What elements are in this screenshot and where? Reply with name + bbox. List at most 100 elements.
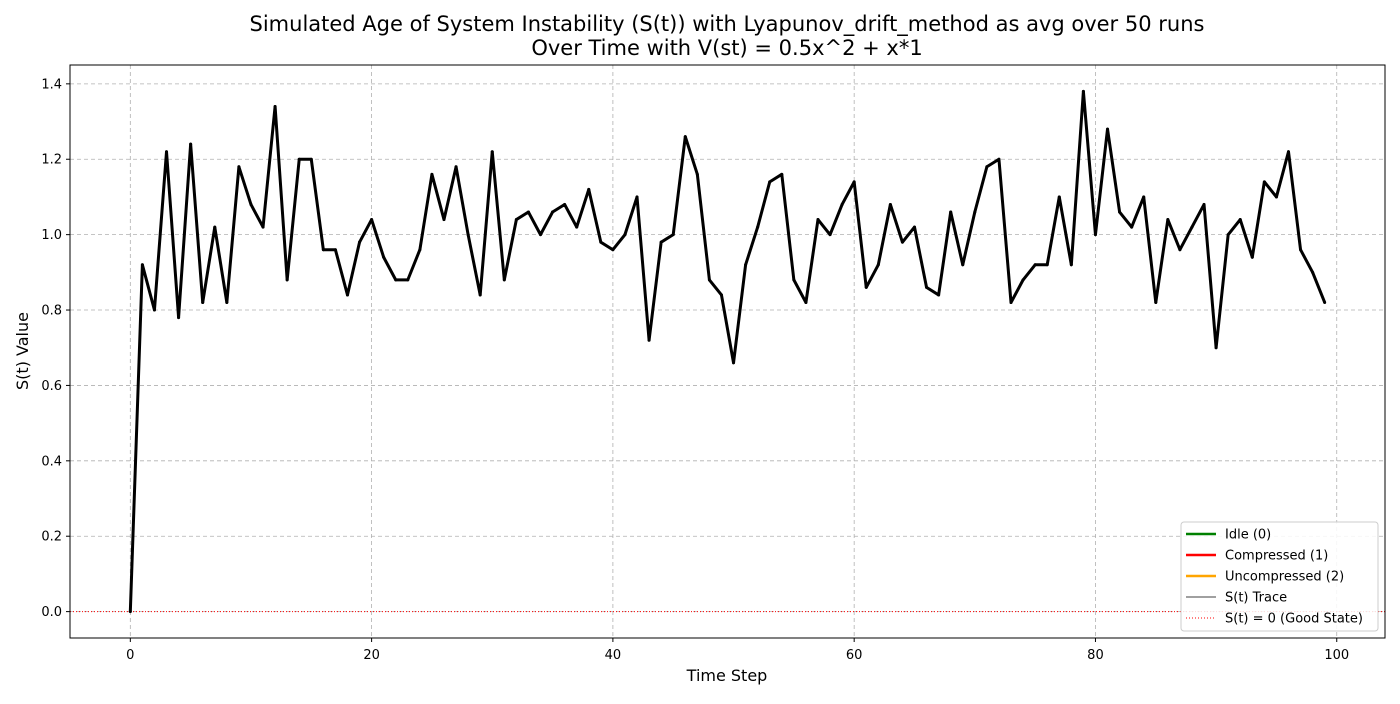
data-point <box>309 157 313 161</box>
data-point <box>1311 270 1315 274</box>
data-point <box>1299 248 1303 252</box>
y-tick-label: 0.4 <box>41 454 62 469</box>
data-point <box>189 142 193 146</box>
data-point <box>659 240 663 244</box>
data-point <box>780 172 784 176</box>
x-tick-label: 100 <box>1324 648 1349 663</box>
legend-box <box>1180 521 1379 632</box>
data-point <box>1118 210 1122 214</box>
y-axis-ticks: 0.0 0.2 0.4 0.6 0.8 1.0 1.2 1.4 <box>41 77 70 620</box>
data-point <box>840 202 844 206</box>
data-point <box>997 157 1001 161</box>
data-point <box>321 248 325 252</box>
x-axis-label: Time Step <box>686 666 768 685</box>
x-tick-label: 40 <box>605 648 622 663</box>
series-line-st-trace <box>128 89 1327 612</box>
data-point <box>514 218 518 222</box>
data-point <box>949 210 953 214</box>
legend-label: Idle (0) <box>1225 528 1271 543</box>
data-point <box>165 150 169 154</box>
data-point <box>526 210 530 214</box>
data-point <box>876 263 880 267</box>
data-point <box>925 285 929 289</box>
data-point <box>128 610 132 614</box>
data-point <box>828 233 832 237</box>
data-point <box>635 195 639 199</box>
x-tick-label: 20 <box>363 648 380 663</box>
data-point <box>852 180 856 184</box>
data-point <box>1045 263 1049 267</box>
plot-area-frame <box>69 64 1386 639</box>
y-tick-label: 0.2 <box>41 530 62 545</box>
data-point <box>1250 255 1254 259</box>
y-tick-label: 1.4 <box>41 77 62 92</box>
data-point <box>466 233 470 237</box>
data-point <box>1274 195 1278 199</box>
data-point <box>937 293 941 297</box>
data-point <box>732 361 736 365</box>
data-point <box>1009 300 1013 304</box>
data-point <box>792 278 796 282</box>
data-point <box>201 300 205 304</box>
data-point <box>1106 127 1110 131</box>
y-tick-label: 0.0 <box>41 605 62 620</box>
chart-title-line-2: Over Time with V(st) = 0.5x^2 + x*1 <box>531 36 922 60</box>
data-point <box>1021 278 1025 282</box>
data-point <box>1154 300 1158 304</box>
data-point <box>382 255 386 259</box>
y-tick-label: 1.2 <box>41 153 62 168</box>
y-tick-label: 1.0 <box>41 228 62 243</box>
data-point <box>1057 195 1061 199</box>
chart-title-line-1: Simulated Age of System Instability (S(t… <box>250 12 1205 37</box>
data-point <box>1286 150 1290 154</box>
data-point <box>1069 263 1073 267</box>
y-tick-label: 0.8 <box>41 304 62 319</box>
data-point <box>864 285 868 289</box>
data-point <box>1033 263 1037 267</box>
data-point <box>261 225 265 229</box>
data-point <box>225 300 229 304</box>
data-point <box>478 293 482 297</box>
x-tick-label: 80 <box>1087 648 1104 663</box>
data-point <box>900 240 904 244</box>
data-point <box>707 278 711 282</box>
data-point <box>551 210 555 214</box>
data-point <box>756 225 760 229</box>
data-point <box>671 233 675 237</box>
data-point <box>683 135 687 139</box>
data-point <box>297 157 301 161</box>
x-axis-ticks: 0 20 40 60 80 100 <box>126 638 1349 663</box>
data-point <box>237 165 241 169</box>
data-point <box>394 278 398 282</box>
data-point <box>140 263 144 267</box>
data-point <box>152 308 156 312</box>
data-point <box>418 248 422 252</box>
legend: Idle (0) Compressed (1) Uncompressed (2) S(… <box>1180 521 1379 632</box>
data-point <box>1166 218 1170 222</box>
data-point <box>912 225 916 229</box>
y-axis-label: S(t) Value <box>13 312 32 390</box>
data-point <box>1190 225 1194 229</box>
data-point <box>973 210 977 214</box>
data-point <box>539 233 543 237</box>
data-point <box>744 263 748 267</box>
data-point <box>961 263 965 267</box>
data-point <box>406 278 410 282</box>
data-point <box>985 165 989 169</box>
data-point <box>1238 218 1242 222</box>
data-point <box>804 300 808 304</box>
data-point <box>1142 195 1146 199</box>
data-point <box>1214 346 1218 350</box>
data-point <box>623 233 627 237</box>
data-point <box>816 218 820 222</box>
data-point <box>177 316 181 320</box>
data-point <box>213 225 217 229</box>
legend-label: Uncompressed (2) <box>1225 570 1344 585</box>
data-point <box>249 202 253 206</box>
legend-label: Compressed (1) <box>1225 549 1328 564</box>
legend-label: S(t) = 0 (Good State) <box>1225 612 1363 627</box>
data-point <box>1202 202 1206 206</box>
data-point <box>502 278 506 282</box>
